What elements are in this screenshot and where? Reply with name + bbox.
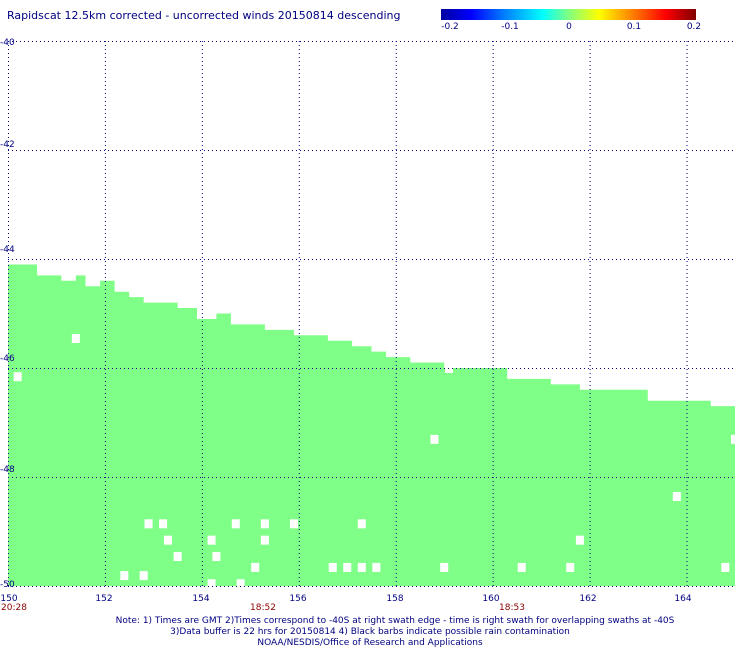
lon-label: 164 xyxy=(674,594,692,604)
missing-data-cell xyxy=(372,562,381,572)
missing-data-cell xyxy=(163,535,172,545)
lon-label: 152 xyxy=(95,594,113,604)
missing-data-cell xyxy=(445,364,454,373)
lat-label: -48 xyxy=(0,465,15,475)
missing-data-cell xyxy=(251,562,260,572)
lon-label: 160 xyxy=(482,594,500,604)
missing-data-cell xyxy=(231,519,240,529)
swath-time: 18:52 xyxy=(250,603,276,613)
lat-label: -44 xyxy=(0,245,15,255)
lat-label: -50 xyxy=(0,580,15,590)
colorbar-tick: 0 xyxy=(566,22,572,32)
missing-data-cell xyxy=(173,552,182,562)
missing-data-cell xyxy=(71,334,80,344)
missing-data-cell xyxy=(731,434,739,444)
missing-data-cell xyxy=(328,562,337,572)
colorbar-tick: 0.1 xyxy=(626,22,642,32)
note-line-3: NOAA/NESDIS/Office of Research and Appli… xyxy=(257,638,483,648)
missing-data-cell xyxy=(566,562,575,572)
map-plot-area xyxy=(8,41,739,589)
swath-time: 18:53 xyxy=(499,603,525,613)
note-line-2: 3)Data buffer is 22 hrs for 20150814 4) … xyxy=(170,627,570,637)
lat-label: -40 xyxy=(0,38,15,48)
missing-data-cell xyxy=(517,562,526,572)
missing-data-cell xyxy=(672,492,681,502)
missing-data-cell xyxy=(357,562,366,572)
missing-data-cell xyxy=(357,519,366,529)
swath-map xyxy=(8,41,739,589)
lon-label: 154 xyxy=(192,594,210,604)
missing-data-cell xyxy=(207,535,216,545)
missing-data-cell xyxy=(721,562,730,572)
missing-data-cell xyxy=(575,535,584,545)
lon-label: 162 xyxy=(579,594,597,604)
missing-data-cell xyxy=(139,571,148,581)
map-title: Rapidscat 12.5km corrected - uncorrected… xyxy=(7,9,401,22)
missing-data-cell xyxy=(159,519,168,529)
swath-time: 20:28 xyxy=(1,603,27,613)
missing-data-cell xyxy=(343,562,352,572)
lat-label: -46 xyxy=(0,354,15,364)
missing-data-cell xyxy=(260,519,269,529)
note-line-1: Note: 1) Times are GMT 2)Times correspon… xyxy=(115,616,675,626)
missing-data-cell xyxy=(144,519,153,529)
missing-data-cell xyxy=(430,434,439,444)
colorbar xyxy=(441,9,696,20)
missing-data-cell xyxy=(120,571,129,581)
lon-label: 158 xyxy=(386,594,404,604)
lon-label: 150 xyxy=(0,594,18,604)
missing-data-cell xyxy=(207,579,216,589)
colorbar-tick: -0.2 xyxy=(441,22,459,32)
missing-data-cell xyxy=(260,535,269,545)
colorbar-tick: -0.1 xyxy=(501,22,519,32)
colorbar-tick: 0.2 xyxy=(686,22,702,32)
missing-data-cell xyxy=(13,372,22,382)
swath-coverage xyxy=(8,264,735,586)
missing-data-cell xyxy=(440,562,449,572)
lon-label: 156 xyxy=(289,594,307,604)
lat-label: -42 xyxy=(0,140,15,150)
missing-data-cell xyxy=(289,519,298,529)
missing-data-cell xyxy=(212,552,221,562)
missing-data-cell xyxy=(236,579,245,589)
